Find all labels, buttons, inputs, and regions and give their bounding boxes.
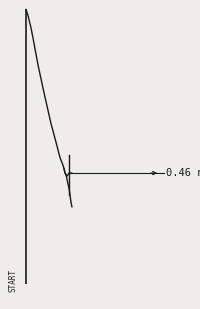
Text: 0.46 ng: 0.46 ng (166, 168, 200, 178)
Text: START: START (8, 269, 18, 292)
